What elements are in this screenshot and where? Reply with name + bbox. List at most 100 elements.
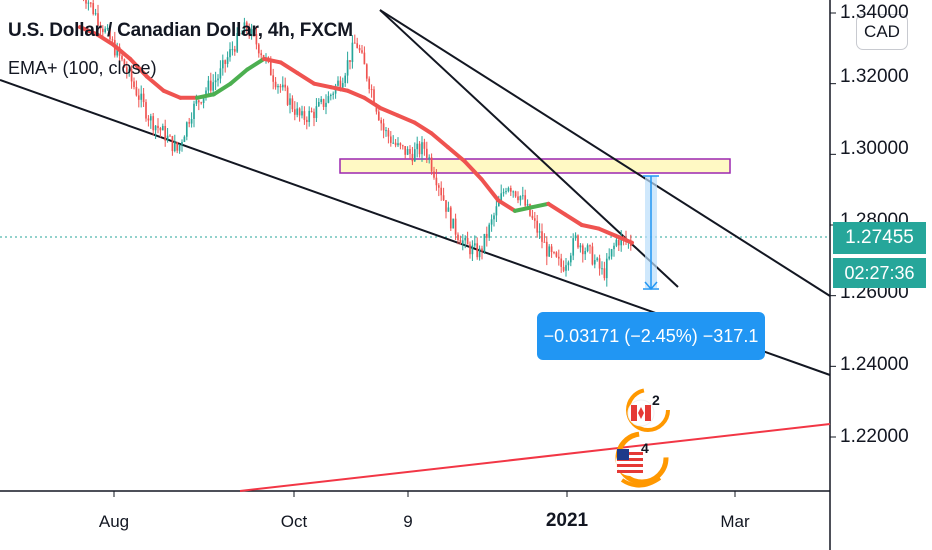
ema-segment xyxy=(446,145,467,164)
candle-body xyxy=(358,47,361,51)
candle-body xyxy=(406,149,409,155)
candle-body xyxy=(565,265,567,271)
candle-body xyxy=(423,142,426,149)
ema-segment xyxy=(195,92,216,100)
candle-body xyxy=(538,231,541,233)
candle-body xyxy=(178,144,181,151)
candle-body xyxy=(389,136,392,143)
candle-body xyxy=(243,22,246,33)
candle-body xyxy=(284,84,287,88)
candle-body xyxy=(317,102,320,107)
candle-body xyxy=(543,241,546,243)
candle-body xyxy=(452,218,455,229)
candle-body xyxy=(320,99,323,103)
ema-segment xyxy=(94,32,116,47)
price-tick-label: 1.22000 xyxy=(840,426,909,447)
candle-body xyxy=(608,256,611,259)
candle-body xyxy=(476,243,479,258)
currency-button[interactable]: CAD xyxy=(856,14,908,50)
candle-body xyxy=(490,219,493,225)
canada-event-marker[interactable] xyxy=(626,388,670,432)
candle-body xyxy=(296,108,299,115)
candle-body xyxy=(497,201,500,207)
candle-body xyxy=(596,258,599,261)
ema-segment xyxy=(328,85,350,93)
indicator-legend[interactable]: EMA+ (100, close) xyxy=(8,58,157,78)
candle-body xyxy=(365,64,368,79)
candle-body xyxy=(135,87,138,96)
candle-body xyxy=(447,207,450,212)
candle-body xyxy=(286,87,289,105)
candle-body xyxy=(613,245,615,250)
candlestick-series xyxy=(83,0,632,287)
candle-body xyxy=(185,122,188,137)
candle-body xyxy=(363,52,366,65)
candle-body xyxy=(224,60,227,64)
ema-segment xyxy=(379,106,400,118)
candle-body xyxy=(399,143,402,146)
candle-body xyxy=(176,142,179,151)
candle-body xyxy=(325,102,327,107)
candle-body xyxy=(106,28,109,30)
candle-body xyxy=(125,67,128,73)
chart-title: U.S. Dollar / Canadian Dollar, 4h, FXCM xyxy=(8,20,353,41)
ema-segment xyxy=(211,81,233,97)
candle-body xyxy=(236,33,239,52)
candle-body xyxy=(111,39,114,41)
time-tick-label: Aug xyxy=(98,512,130,531)
candle-body xyxy=(109,28,111,40)
candle-body xyxy=(337,80,339,86)
ema-segment xyxy=(613,233,634,245)
time-tick-label: Mar xyxy=(720,512,750,531)
us-event-marker[interactable] xyxy=(615,431,669,488)
candle-body xyxy=(209,80,212,91)
candle-body xyxy=(615,239,618,246)
candle-body xyxy=(197,100,200,103)
candle-body xyxy=(219,68,222,79)
ema-segment xyxy=(161,88,183,100)
candle-body xyxy=(159,128,162,131)
candle-body xyxy=(392,142,395,144)
ema-segment xyxy=(512,205,534,213)
candle-body xyxy=(577,235,579,248)
candle-body xyxy=(130,69,133,82)
candle-body xyxy=(514,191,517,197)
candle-body xyxy=(327,96,330,103)
candle-body xyxy=(401,145,404,147)
candle-body xyxy=(205,90,207,96)
candle-body xyxy=(241,32,243,35)
candle-body xyxy=(298,108,301,116)
candle-body xyxy=(89,2,92,4)
candle-body xyxy=(253,29,255,35)
candle-body xyxy=(541,231,543,242)
candle-body xyxy=(377,111,380,121)
candle-body xyxy=(430,157,433,172)
ema-segment xyxy=(546,201,568,217)
candle-body xyxy=(133,81,135,88)
candle-body xyxy=(617,239,620,246)
candle-body xyxy=(305,119,308,123)
candle-body xyxy=(471,245,474,255)
candle-body xyxy=(567,262,570,266)
candle-body xyxy=(457,234,459,241)
candle-body xyxy=(190,119,193,124)
candle-body xyxy=(421,142,423,155)
candle-body xyxy=(495,206,498,216)
candle-body xyxy=(550,246,553,253)
candle-body xyxy=(169,135,171,137)
candle-body xyxy=(351,42,354,62)
candle-body xyxy=(620,236,623,246)
candle-body xyxy=(193,103,195,120)
candle-body xyxy=(231,49,234,51)
candle-body xyxy=(445,200,447,212)
ema-segment xyxy=(78,25,99,37)
candle-body xyxy=(195,100,198,104)
candle-body xyxy=(116,46,119,56)
candle-body xyxy=(557,256,560,259)
candle-body xyxy=(289,98,291,105)
candle-body xyxy=(521,195,524,197)
candle-body xyxy=(387,130,390,137)
candle-body xyxy=(481,248,483,252)
candle-body xyxy=(226,57,229,64)
